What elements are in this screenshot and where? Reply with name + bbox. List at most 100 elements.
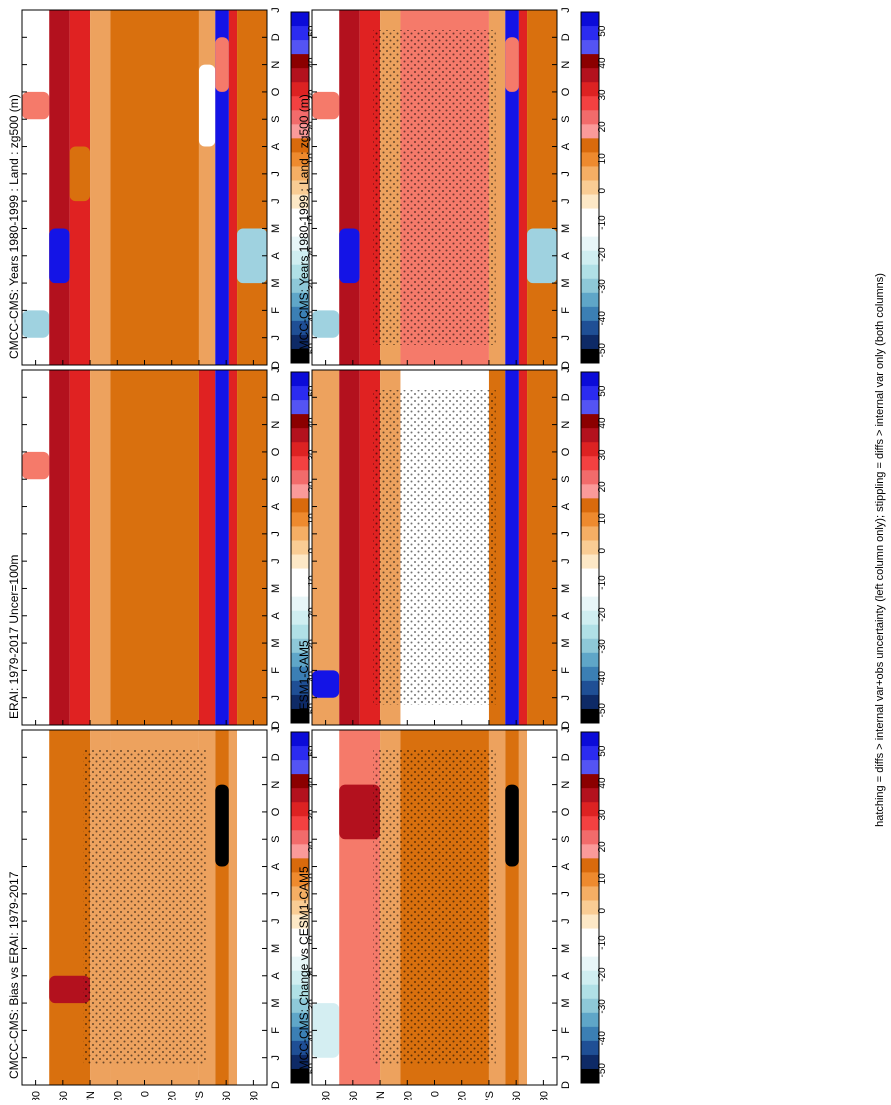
month-label: J <box>560 891 572 897</box>
lat-label: 60 <box>348 1091 360 1100</box>
month-label: A <box>270 251 282 259</box>
colorbar-label: 20 <box>597 841 608 853</box>
month-label: O <box>560 807 572 816</box>
panel-title: ERAI: 1979-2017 Uncer=100m <box>7 555 21 719</box>
colorbar-swatch <box>581 334 599 350</box>
colorbar-swatch <box>291 666 309 682</box>
month-label: D <box>270 393 282 401</box>
colorbar-swatch <box>291 872 309 887</box>
colorbar-swatch <box>581 428 599 443</box>
panel-top-left: DJFMAMJJASONDJ8060°N20020°S6080CMCC-CMS:… <box>7 7 318 383</box>
panel-bottom-right: D J F M A M J J A S O N D J 80 60 °N 20 0 20 °S 60 80 CMCC-CMS:… <box>297 727 608 1103</box>
colorbar-swatch <box>581 152 599 167</box>
colorbar-swatch <box>291 54 309 69</box>
month-label: D <box>270 1081 282 1089</box>
footnote-group: hatching = diffs > internal var+obs unce… <box>874 273 886 827</box>
colorbar-swatch <box>291 956 309 972</box>
panel-title: CMCC-CMS: Years 1980-1999 : Land : zg500… <box>7 94 21 359</box>
colorbar-swatch <box>291 82 309 97</box>
band-1 <box>49 10 70 365</box>
colorbar-swatch <box>581 568 599 584</box>
band-3 <box>90 370 111 725</box>
colorbar-swatch <box>291 40 309 55</box>
month-label: A <box>560 142 572 150</box>
colorbar-swatch <box>291 1068 309 1084</box>
colorbar-swatch <box>291 984 309 1000</box>
colorbar-label: -20 <box>597 967 608 982</box>
lat-label: °S <box>194 1091 206 1100</box>
colorbar-label: 20 <box>597 481 608 493</box>
colorbar-swatch <box>291 320 309 336</box>
colorbar-swatch <box>291 138 309 153</box>
month-label: D <box>560 721 572 729</box>
colorbar-swatch <box>291 858 309 873</box>
month-label: M <box>270 998 282 1007</box>
band-8 <box>237 370 267 725</box>
colorbar-swatch <box>291 886 309 901</box>
colorbar-swatch <box>581 708 599 724</box>
band-6 <box>215 370 229 725</box>
colorbar-swatch <box>581 914 599 930</box>
colorbar-swatch <box>581 1012 599 1028</box>
colorbar-swatch <box>581 400 599 415</box>
colorbar-swatch <box>581 12 599 27</box>
colorbar-swatch <box>581 1026 599 1042</box>
colorbar-swatch <box>291 774 309 789</box>
colorbar-swatch <box>581 250 599 266</box>
colorbar-swatch <box>581 984 599 1000</box>
colorbar-label: -40 <box>597 1031 608 1046</box>
lat-label: 60 <box>221 1091 233 1100</box>
month-label: M <box>270 944 282 953</box>
panel-title: CMCC-CMS: Years 1980-1999 : Land : zg500… <box>297 94 311 359</box>
patch-5-0 <box>198 64 216 147</box>
colorbar-swatch <box>291 844 309 859</box>
colorbar-swatch <box>581 666 599 682</box>
colorbar-swatch <box>291 652 309 668</box>
month-label: S <box>560 836 572 843</box>
month-label: J <box>560 727 572 733</box>
lat-label: 80 <box>31 1091 43 1100</box>
month-label: D <box>560 1081 572 1089</box>
month-label: J <box>560 7 572 13</box>
colorbar-label: -10 <box>597 575 608 590</box>
band-7 <box>228 10 238 365</box>
colorbar-swatch <box>581 694 599 710</box>
colorbar-swatch <box>581 470 599 485</box>
colorbar-label: -50 <box>597 343 608 358</box>
colorbar-label: 50 <box>597 745 608 757</box>
colorbar-label: 50 <box>597 385 608 397</box>
month-label: M <box>560 944 572 953</box>
colorbar-swatch <box>291 708 309 724</box>
colorbar-label: -30 <box>597 279 608 294</box>
colorbar-label: -40 <box>597 671 608 686</box>
lat-label: 20 <box>457 1091 469 1100</box>
colorbar-label: -30 <box>597 639 608 654</box>
colorbar-swatch <box>291 942 309 958</box>
colorbar-swatch <box>291 788 309 803</box>
month-label: N <box>560 781 572 789</box>
colorbar-swatch <box>291 334 309 350</box>
colorbar-swatch <box>581 484 599 499</box>
patch-1-0 <box>49 228 70 284</box>
colorbar-swatch <box>291 1040 309 1056</box>
month-label: A <box>560 251 572 259</box>
colorbar-label: 10 <box>597 513 608 525</box>
lat-label: 20 <box>167 1091 179 1100</box>
colorbar-swatch <box>581 638 599 654</box>
month-label: F <box>270 1027 282 1034</box>
lat-label: °S <box>484 1091 496 1100</box>
month-label: M <box>560 638 572 647</box>
colorbar-swatch <box>291 386 309 401</box>
month-label: J <box>560 558 572 564</box>
band-5 <box>215 730 229 1085</box>
colorbar-swatch <box>291 96 309 111</box>
colorbar-swatch <box>581 652 599 668</box>
month-label: J <box>270 695 282 701</box>
panel-top-right: DJFMAMJJASONDJ8060°N20020°S6080CMCC-CMS:… <box>297 7 608 383</box>
colorbar-label: -30 <box>597 999 608 1014</box>
lat-label: 20 <box>402 1091 414 1100</box>
month-label: J <box>560 198 572 204</box>
lat-label: 0 <box>140 1091 152 1097</box>
colorbar-swatch <box>291 68 309 83</box>
